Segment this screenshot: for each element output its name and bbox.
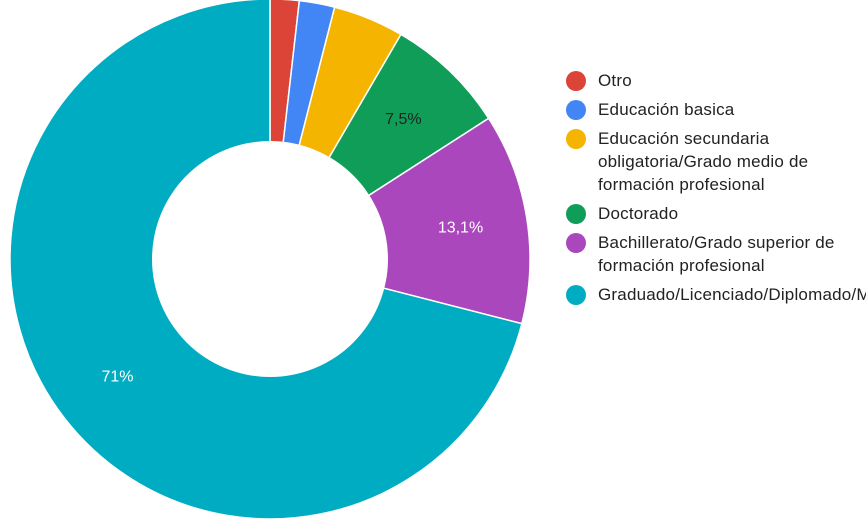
donut-hole [152,141,388,377]
legend-swatch [566,100,586,120]
legend-label: Otro [598,71,632,90]
legend-label: Bachillerato/Grado superior de formación… [598,233,835,275]
legend-item-bachillerato: Bachillerato/Grado superior de formación… [566,231,861,277]
legend-swatch [566,71,586,91]
legend-swatch [566,129,586,149]
legend-item-educacion-secundaria: Educación secundaria obligatoria/Grado m… [566,127,861,196]
legend: Otro Educación basica Educación secundar… [566,69,866,312]
legend-item-otro: Otro [566,69,861,92]
slice-label-5: 71% [101,369,133,386]
legend-label: Educación secundaria obligatoria/Grado m… [598,129,809,194]
slice-label-3: 7,5% [385,111,421,128]
legend-label: Educación basica [598,100,735,119]
slice-label-4: 13,1% [438,219,483,236]
legend-item-educacion-basica: Educación basica [566,98,861,121]
legend-swatch [566,285,586,305]
legend-label: Doctorado [598,204,679,223]
legend-item-doctorado: Doctorado [566,202,861,225]
legend-label: Graduado/Licenciado/Diplomado/Máster [598,285,866,304]
legend-swatch [566,233,586,253]
legend-item-graduado: Graduado/Licenciado/Diplomado/Máster [566,283,866,306]
legend-swatch [566,204,586,224]
